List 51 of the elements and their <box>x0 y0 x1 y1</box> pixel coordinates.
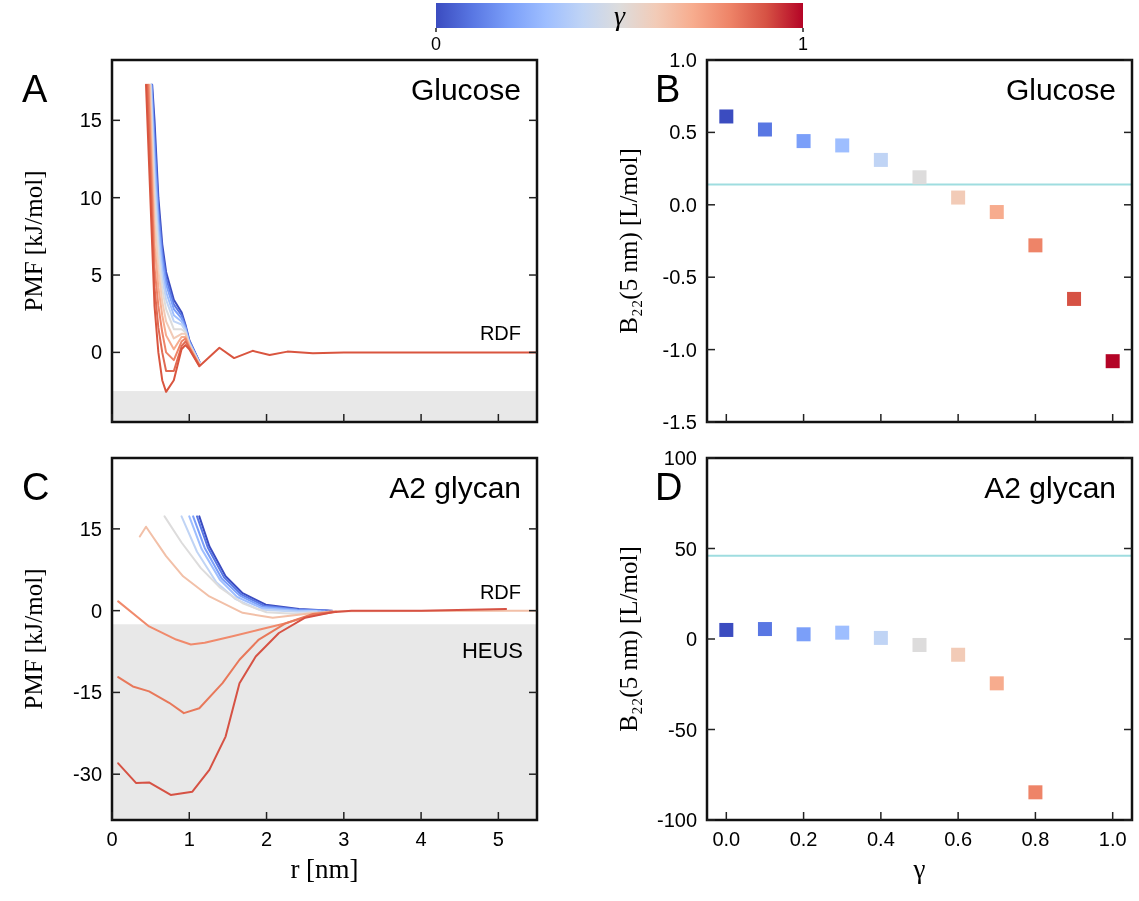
chart-title: C <box>22 466 50 508</box>
x-tick-label: 3 <box>338 828 350 850</box>
x-axis-title: r [nm] <box>290 854 359 884</box>
color-bar-label: 0 <box>430 34 442 54</box>
color-bar-label: 1 <box>797 34 809 54</box>
x-tick-label: 0 <box>106 828 118 850</box>
x-axis-title: γ <box>912 854 926 884</box>
y-tick-label: -1.0 <box>662 338 697 361</box>
y-tick-label: -15 <box>73 681 102 704</box>
x-tick-label: 5 <box>492 828 504 850</box>
chart-title: B <box>655 68 681 110</box>
y-tick-label: -50 <box>668 718 697 741</box>
x-tick-label: 0.4 <box>866 828 895 850</box>
y-tick-label: -1.5 <box>662 411 697 433</box>
x-tick-label: 0.2 <box>789 828 818 850</box>
y-axis-title: PMF [kJ/mol] <box>20 568 47 710</box>
y-tick-label: 15 <box>79 517 102 540</box>
chart-title: D <box>655 466 683 508</box>
x-tick-label: 0.0 <box>712 828 741 850</box>
y-tick-label: 1.0 <box>669 49 697 71</box>
annotation: A2 glycan <box>984 471 1116 504</box>
x-tick-label: 0.8 <box>1021 828 1050 850</box>
y-tick-label: 0 <box>90 599 102 622</box>
y-tick-label: 50 <box>674 537 697 560</box>
annotation: Glucose <box>410 73 521 106</box>
x-tick-label: 1 <box>183 828 195 850</box>
y-tick-label: 10 <box>79 186 102 209</box>
y-tick-label: -30 <box>73 763 102 786</box>
y-tick-label: 15 <box>79 109 102 132</box>
y-tick-label: -0.5 <box>662 266 697 289</box>
y-tick-label: 5 <box>90 264 102 287</box>
x-tick-label: 1.0 <box>1098 828 1127 850</box>
y-tick-label: 0.0 <box>669 193 697 216</box>
y-tick-label: 0 <box>685 628 697 650</box>
y-tick-label: -100 <box>656 809 697 831</box>
color-bar-title: γ <box>613 0 626 31</box>
y-tick-label: 0 <box>90 341 102 364</box>
x-tick-label: 2 <box>260 828 273 850</box>
annotation: RDF <box>479 580 521 603</box>
band-label: HEUS <box>461 638 523 664</box>
y-tick-label: 0.5 <box>669 121 697 144</box>
y-axis-title: B₂₂(5 nm) [L/mol] <box>615 148 643 334</box>
annotation: A2 glycan <box>389 471 521 504</box>
y-axis-title: B₂₂(5 nm) [L/mol] <box>615 546 643 732</box>
annotation: Glucose <box>1005 73 1116 106</box>
x-tick-label: 0.6 <box>944 828 973 850</box>
y-axis-title: PMF [kJ/mol] <box>20 170 47 312</box>
x-tick-label: 4 <box>415 828 427 850</box>
annotation: RDF <box>479 322 521 345</box>
y-tick-label: 100 <box>663 447 697 469</box>
chart-title: A <box>22 68 48 110</box>
